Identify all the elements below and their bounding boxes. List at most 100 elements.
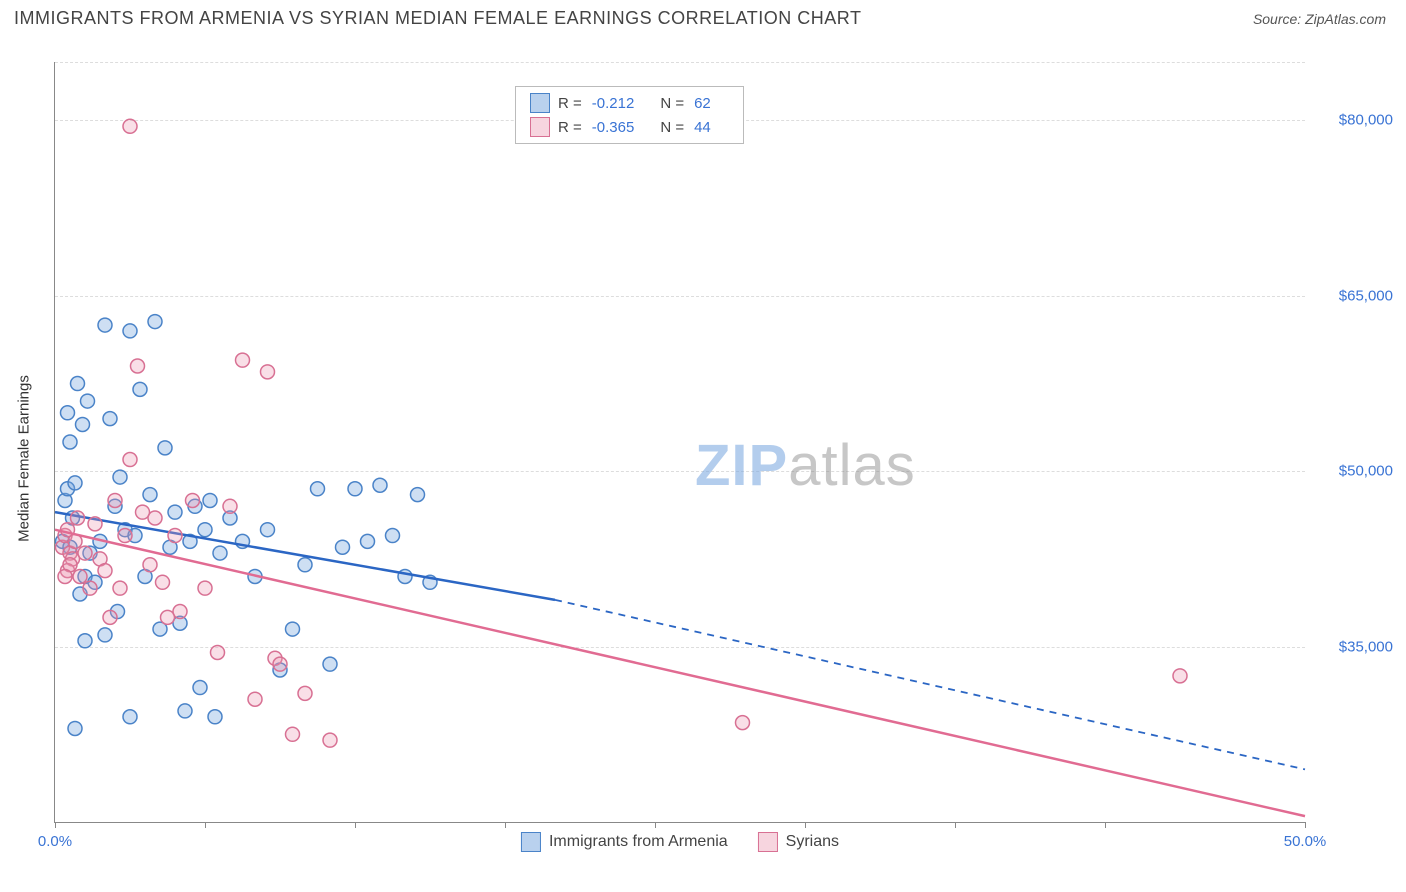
x-tick-label: 50.0% — [1284, 833, 1327, 850]
data-point — [158, 441, 172, 455]
syrians-r-value: -0.365 — [592, 119, 635, 136]
source-label: Source: — [1253, 11, 1305, 27]
swatch-pink-icon — [758, 832, 778, 852]
data-point — [118, 529, 132, 543]
data-point — [68, 721, 82, 735]
data-point — [148, 315, 162, 329]
swatch-blue-icon — [530, 93, 550, 113]
data-point — [173, 605, 187, 619]
y-tick-label: $80,000 — [1339, 112, 1393, 129]
n-label: N = — [660, 119, 684, 136]
armenia-r-value: -0.212 — [592, 95, 635, 112]
data-point — [63, 435, 77, 449]
data-point — [361, 534, 375, 548]
data-point — [103, 610, 117, 624]
data-point — [148, 511, 162, 525]
x-tick — [205, 822, 206, 828]
x-tick-label: 0.0% — [38, 833, 72, 850]
r-label: R = — [558, 119, 582, 136]
data-point — [223, 499, 237, 513]
data-point — [61, 406, 75, 420]
data-point — [261, 365, 275, 379]
y-tick-label: $50,000 — [1339, 463, 1393, 480]
data-point — [193, 681, 207, 695]
x-tick — [955, 822, 956, 828]
swatch-blue-icon — [521, 832, 541, 852]
x-tick — [655, 822, 656, 828]
data-point — [98, 318, 112, 332]
syrians-n-value: 44 — [694, 119, 711, 136]
data-point — [178, 704, 192, 718]
data-point — [248, 692, 262, 706]
stats-row-armenia: R = -0.212 N = 62 — [530, 91, 729, 115]
data-point — [71, 377, 85, 391]
data-point — [298, 686, 312, 700]
x-tick — [55, 822, 56, 828]
series-legend: Immigrants from Armenia Syrians — [521, 832, 839, 852]
y-tick-label: $65,000 — [1339, 287, 1393, 304]
chart-container: Median Female Earnings $35,000$50,000$65… — [14, 40, 1394, 880]
data-point — [123, 453, 137, 467]
data-point — [123, 119, 137, 133]
data-point — [81, 394, 95, 408]
x-tick — [1305, 822, 1306, 828]
data-point — [168, 505, 182, 519]
data-point — [123, 324, 137, 338]
swatch-pink-icon — [530, 117, 550, 137]
data-point — [71, 511, 85, 525]
data-point — [336, 540, 350, 554]
data-point — [198, 581, 212, 595]
n-label: N = — [660, 95, 684, 112]
stats-row-syrians: R = -0.365 N = 44 — [530, 115, 729, 139]
y-axis-title: Median Female Earnings — [16, 375, 33, 542]
data-point — [76, 417, 90, 431]
data-point — [98, 564, 112, 578]
data-point — [373, 478, 387, 492]
legend-label-armenia: Immigrants from Armenia — [549, 833, 728, 851]
source-value: ZipAtlas.com — [1305, 11, 1386, 27]
data-point — [78, 546, 92, 560]
x-tick — [505, 822, 506, 828]
data-point — [131, 359, 145, 373]
data-point — [386, 529, 400, 543]
data-point — [411, 488, 425, 502]
data-point — [113, 470, 127, 484]
source-attribution: Source: ZipAtlas.com — [1253, 11, 1386, 27]
data-point — [311, 482, 325, 496]
trend-line-extrapolated — [555, 600, 1305, 770]
armenia-n-value: 62 — [694, 95, 711, 112]
data-point — [213, 546, 227, 560]
x-tick — [355, 822, 356, 828]
data-point — [286, 622, 300, 636]
data-point — [348, 482, 362, 496]
data-point — [133, 382, 147, 396]
data-point — [83, 581, 97, 595]
r-label: R = — [558, 95, 582, 112]
legend-label-syrians: Syrians — [786, 833, 839, 851]
data-point — [273, 657, 287, 671]
data-point — [88, 517, 102, 531]
legend-item-syrians: Syrians — [758, 832, 839, 852]
data-point — [78, 634, 92, 648]
data-point — [211, 645, 225, 659]
data-point — [103, 412, 117, 426]
data-point — [58, 569, 72, 583]
data-point — [108, 493, 122, 507]
data-point — [203, 493, 217, 507]
trend-line — [55, 530, 1305, 816]
scatter-svg — [55, 62, 1305, 822]
x-tick — [805, 822, 806, 828]
stats-legend: R = -0.212 N = 62 R = -0.365 N = 44 — [515, 86, 744, 144]
data-point — [123, 710, 137, 724]
data-point — [156, 575, 170, 589]
header: IMMIGRANTS FROM ARMENIA VS SYRIAN MEDIAN… — [0, 0, 1406, 33]
x-tick — [1105, 822, 1106, 828]
data-point — [186, 493, 200, 507]
legend-item-armenia: Immigrants from Armenia — [521, 832, 728, 852]
data-point — [198, 523, 212, 537]
data-point — [113, 581, 127, 595]
data-point — [736, 716, 750, 730]
data-point — [1173, 669, 1187, 683]
data-point — [298, 558, 312, 572]
plot-area: $35,000$50,000$65,000$80,0000.0%50.0% ZI… — [54, 62, 1305, 823]
